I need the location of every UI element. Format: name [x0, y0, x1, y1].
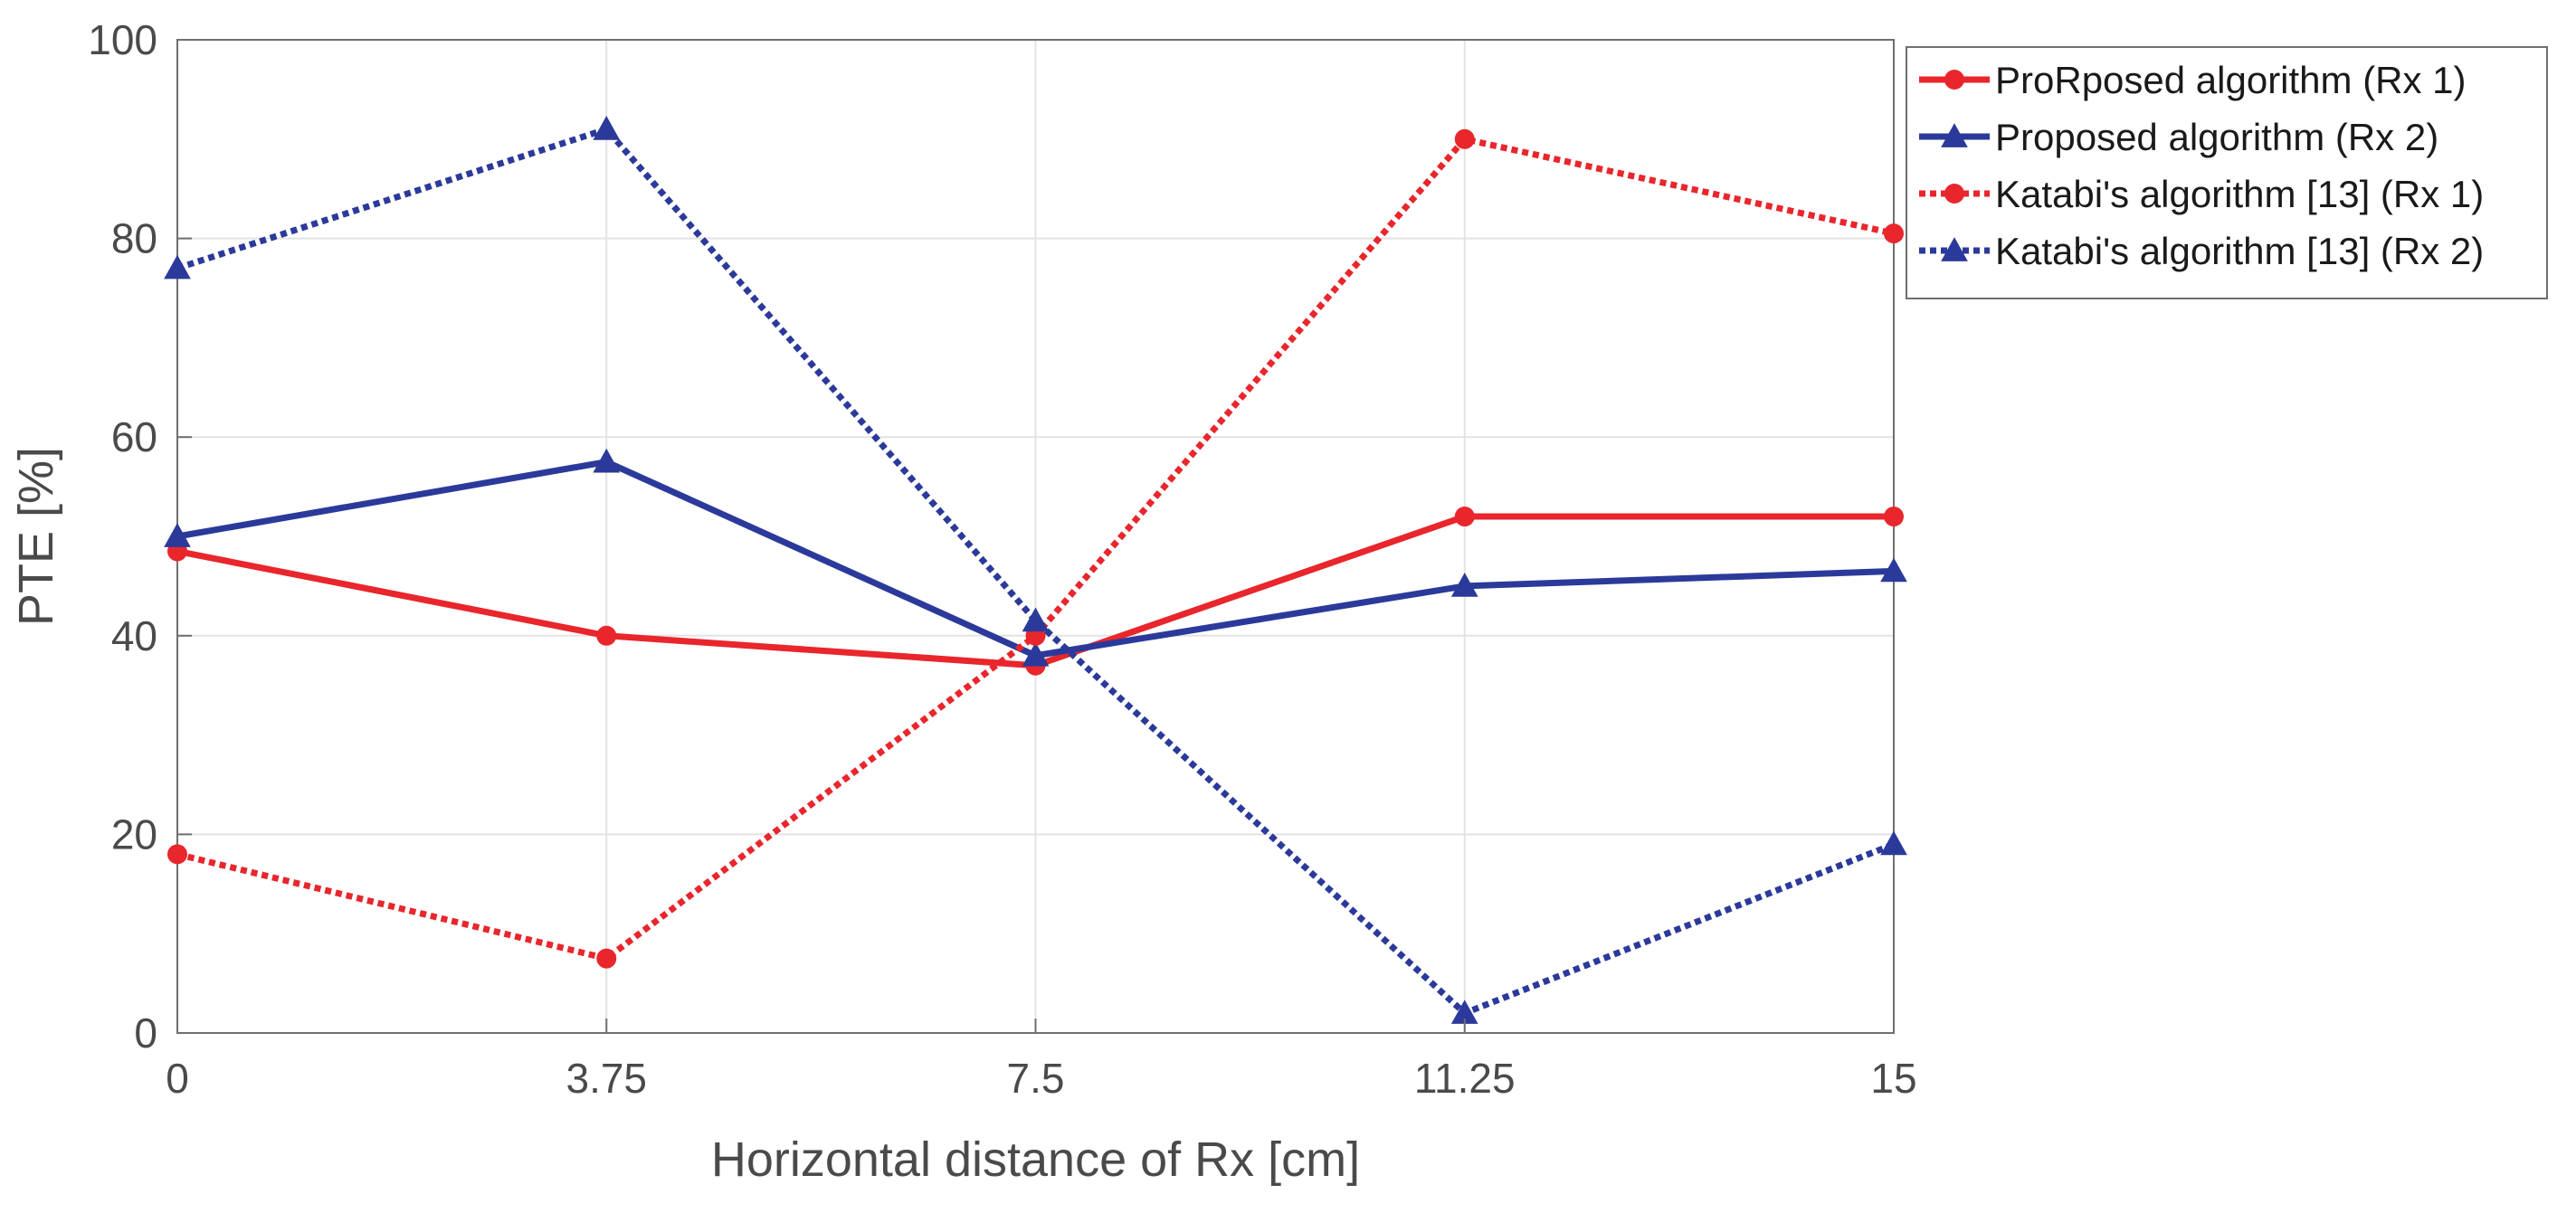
y-axis-ticks: 0 20 40 60 80 100 — [88, 16, 192, 1057]
grid — [176, 39, 1895, 1034]
data-point — [1880, 830, 1907, 856]
data-point — [1880, 557, 1907, 583]
series-2 — [164, 448, 1907, 667]
series-3 — [167, 128, 1904, 969]
data-point — [1022, 641, 1050, 667]
y-tick-label: 100 — [88, 16, 157, 63]
x-axis-ticks: 0 3.75 7.5 11.25 15 — [166, 1019, 1917, 1102]
data-point — [1454, 507, 1475, 527]
x-tick-label: 15 — [1870, 1055, 1916, 1102]
data-point — [596, 625, 617, 646]
y-tick-label: 40 — [111, 612, 157, 659]
legend-label: Proposed algorithm (Rx 2) — [1995, 116, 2438, 158]
y-tick-label: 60 — [111, 413, 157, 460]
y-tick-label: 80 — [111, 215, 157, 262]
legend-swatch-marker — [1944, 184, 1964, 204]
data-point — [593, 448, 621, 473]
data-point — [596, 948, 617, 969]
legend-entry: ProRposed algorithm (Rx 1) — [1919, 59, 2467, 101]
legend-label: ProRposed algorithm (Rx 1) — [1995, 59, 2467, 101]
y-tick-label: 0 — [134, 1009, 157, 1057]
data-point — [1022, 607, 1050, 632]
data-point — [1450, 573, 1478, 597]
x-tick-label: 7.5 — [1007, 1055, 1065, 1102]
data-point — [1884, 223, 1904, 244]
y-tick-label: 20 — [111, 810, 157, 858]
data-point — [1450, 1000, 1478, 1024]
y-axis-title: PTE [%] — [9, 447, 63, 626]
legend-swatch-marker — [1941, 237, 1968, 261]
data-point — [1454, 128, 1475, 149]
legend-swatch-marker — [1944, 70, 1964, 90]
legend-label: Katabi's algorithm [13] (Rx 2) — [1995, 230, 2484, 272]
x-tick-label: 0 — [166, 1055, 189, 1102]
x-tick-label: 11.25 — [1414, 1055, 1516, 1102]
data-point — [1884, 507, 1904, 527]
legend-entry: Proposed algorithm (Rx 2) — [1919, 116, 2438, 158]
legend-entry: Katabi's algorithm [13] (Rx 2) — [1919, 230, 2484, 272]
data-point — [164, 523, 191, 547]
legend: ProRposed algorithm (Rx 1) Proposed algor… — [1906, 46, 2548, 299]
legend-box — [1906, 46, 2548, 299]
x-axis-title: Horizontal distance of Rx [cm] — [711, 1132, 1360, 1187]
data-point — [164, 254, 191, 280]
data-point — [593, 115, 621, 140]
data-point — [167, 844, 187, 865]
legend-entry: Katabi's algorithm [13] (Rx 1) — [1919, 173, 2484, 215]
legend-label: Katabi's algorithm [13] (Rx 1) — [1995, 173, 2484, 215]
series-layer — [164, 115, 1907, 1024]
legend-swatch-marker — [1941, 123, 1968, 147]
series-line — [176, 126, 1896, 1017]
x-tick-label: 3.75 — [566, 1055, 647, 1102]
series-4 — [164, 115, 1907, 1024]
